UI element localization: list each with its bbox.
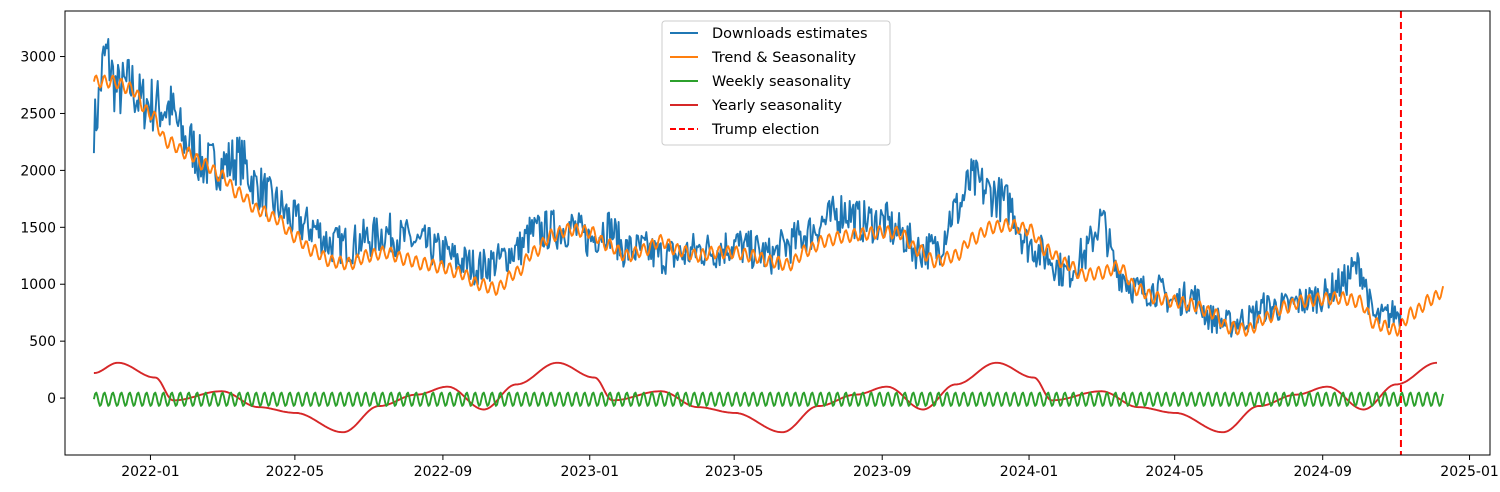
y-axis: 0 500 1000 1500 2000 2500 3000 (20, 50, 65, 407)
y-tick-label: 2000 (20, 163, 56, 179)
legend-item-yearly-seasonality: Yearly seasonality (670, 98, 843, 114)
downloads-estimates-line (92, 38, 1402, 338)
x-tick-label: 2022-09 (414, 464, 473, 480)
legend-label: Yearly seasonality (711, 98, 843, 114)
x-tick-label: 2024-01 (1000, 464, 1059, 480)
legend-item-downloads-estimates: Downloads estimates (670, 26, 868, 42)
x-tick-label: 2024-09 (1293, 464, 1352, 480)
legend: Downloads estimates Trend & Seasonality We… (661, 20, 891, 146)
plot-frame (64, 10, 1491, 456)
legend-item-weekly-seasonality: Weekly seasonality (670, 74, 852, 90)
x-axis: 2022-01 2022-05 2022-09 2023-01 2023-05 2023-… (121, 455, 1499, 480)
x-tick-label: 2022-01 (121, 464, 180, 480)
legend-label: Weekly seasonality (712, 74, 852, 90)
trend-seasonality-line (92, 74, 1445, 337)
x-tick-label: 2023-09 (853, 464, 912, 480)
yearly-seasonality-line (93, 361, 1437, 434)
x-tick-label: 2023-01 (560, 464, 619, 480)
y-tick-label: 500 (29, 334, 56, 350)
x-tick-label: 2022-05 (266, 464, 325, 480)
x-tick-label: 2023-05 (705, 464, 764, 480)
x-tick-label: 2025-01 (1440, 464, 1499, 480)
y-tick-label: 0 (47, 391, 56, 407)
y-tick-label: 3000 (20, 50, 56, 66)
y-tick-label: 1000 (20, 277, 56, 293)
legend-box (661, 20, 891, 146)
y-tick-label: 1500 (20, 220, 56, 236)
legend-label: Trend & Seasonality (711, 50, 856, 66)
x-tick-label: 2024-05 (1145, 464, 1204, 480)
legend-item-trump-election: Trump election (670, 122, 819, 138)
y-tick-label: 2500 (20, 106, 56, 122)
legend-item-trend-seasonality: Trend & Seasonality (670, 50, 856, 66)
legend-label: Downloads estimates (712, 26, 868, 42)
legend-label: Trump election (711, 122, 819, 138)
weekly-seasonality-line (92, 391, 1445, 407)
plot-area (92, 11, 1445, 455)
